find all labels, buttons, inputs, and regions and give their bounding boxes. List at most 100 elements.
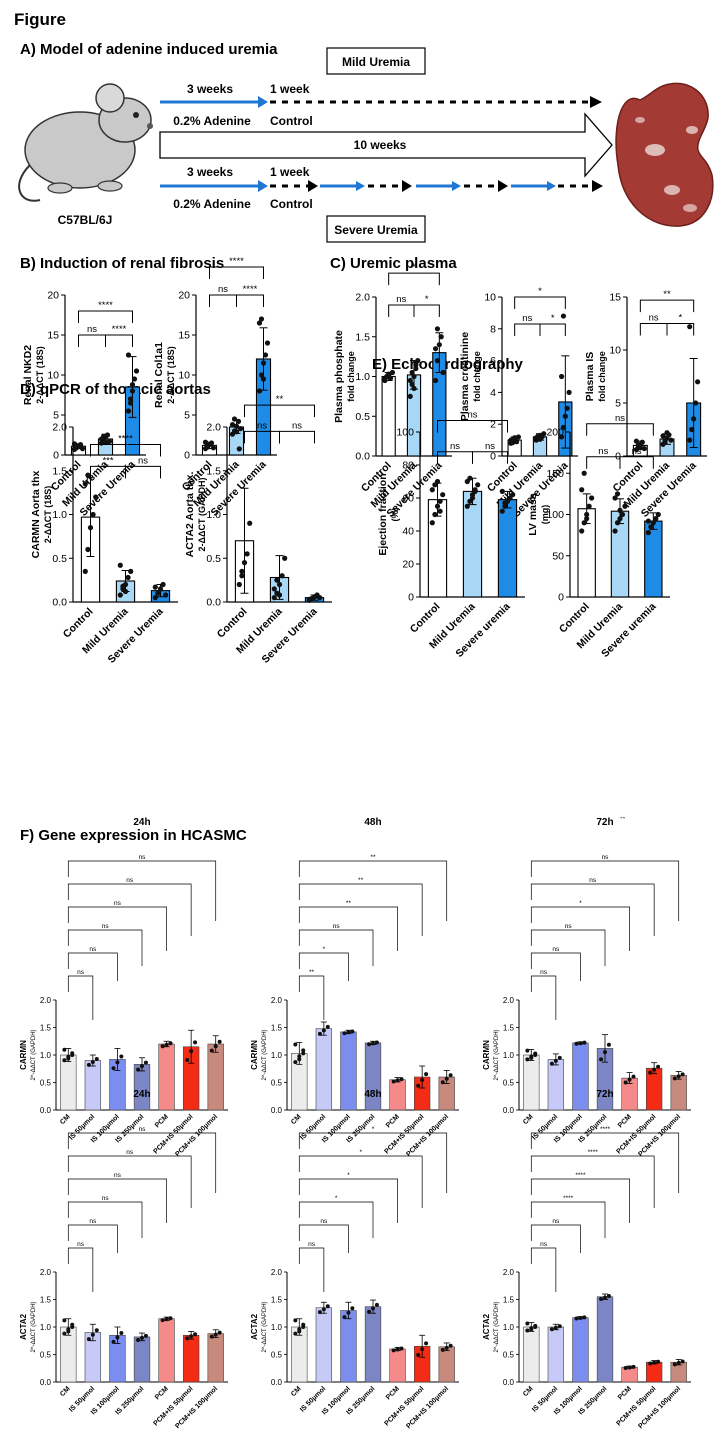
data-point xyxy=(656,1359,661,1364)
significance-bracket xyxy=(413,304,440,317)
data-point xyxy=(86,1062,91,1067)
y-axis-label-unit: 2^-ΔΔCT (GAPDH) xyxy=(262,1029,268,1080)
data-point xyxy=(66,1056,71,1061)
significance-label: *** xyxy=(102,455,113,466)
data-point xyxy=(440,492,446,498)
data-point xyxy=(342,1315,347,1320)
data-point xyxy=(566,389,572,395)
data-point xyxy=(411,385,417,392)
significance-label: ns xyxy=(126,877,134,884)
data-point xyxy=(276,592,283,598)
data-point xyxy=(301,1051,306,1056)
y-tick-label: 0.5 xyxy=(40,1351,52,1360)
data-point xyxy=(529,1055,534,1060)
data-point xyxy=(581,470,587,476)
data-point xyxy=(549,1327,554,1332)
data-point xyxy=(258,372,265,378)
y-tick-label: 0.5 xyxy=(40,1079,52,1088)
y-tick-label: 80 xyxy=(402,460,414,472)
data-point xyxy=(247,520,253,526)
significance-label: ** xyxy=(309,969,315,976)
y-axis-label-unit: 2^-ΔΔCT (GAPDH) xyxy=(31,1029,37,1080)
data-point xyxy=(90,1332,95,1337)
data-point xyxy=(164,1042,169,1047)
data-point xyxy=(537,436,543,442)
data-point xyxy=(599,1057,604,1062)
bar xyxy=(381,375,396,457)
data-point xyxy=(437,508,443,514)
y-tick-label: 1.5 xyxy=(355,331,370,343)
data-point xyxy=(321,1028,326,1033)
significance-label: ** xyxy=(663,289,671,300)
data-point xyxy=(256,388,263,394)
chart-title: 72h xyxy=(596,1089,613,1100)
x-tick-label: CM xyxy=(290,1113,303,1126)
bottom-3weeks-label: 3 weeks xyxy=(187,165,233,179)
y-tick-label: 2.0 xyxy=(503,1268,515,1277)
data-point xyxy=(680,1072,685,1077)
y-tick-label: 0.0 xyxy=(40,1378,52,1387)
significance-label: ** xyxy=(276,394,284,405)
data-point xyxy=(444,1345,449,1350)
y-tick-label: 2.0 xyxy=(40,1268,52,1277)
y-tick-label: 150 xyxy=(546,468,564,480)
data-point xyxy=(106,438,113,444)
data-point xyxy=(155,590,161,596)
data-point xyxy=(574,1316,579,1321)
y-tick-label: 40 xyxy=(402,526,414,538)
bar xyxy=(547,1059,565,1111)
x-tick-label: PCM xyxy=(617,1113,633,1129)
data-point xyxy=(346,1030,351,1035)
panel-a-title: A) Model of adenine induced uremia xyxy=(20,41,278,58)
data-point xyxy=(317,1310,322,1315)
data-point xyxy=(209,1048,214,1053)
data-point xyxy=(210,445,217,451)
significance-bracket xyxy=(67,1201,143,1238)
ten-weeks-arrow xyxy=(159,112,613,178)
significance-label: **** xyxy=(118,434,133,445)
y-tick-label: 1.5 xyxy=(52,465,67,477)
significance-bracket xyxy=(437,419,508,433)
data-point xyxy=(434,503,441,509)
mild-uremia-box xyxy=(326,47,426,75)
bar xyxy=(133,1336,151,1383)
y-axis-label: ACTA2 xyxy=(19,1313,28,1340)
data-point xyxy=(413,361,419,368)
bar xyxy=(438,1346,455,1383)
significance-bracket xyxy=(530,975,557,1020)
significance-bracket xyxy=(530,1155,655,1208)
data-point xyxy=(578,1315,583,1320)
y-tick-label: 1.0 xyxy=(52,509,67,521)
data-point xyxy=(209,1334,214,1339)
data-point xyxy=(70,1325,75,1329)
significance-bracket xyxy=(639,299,695,313)
data-point xyxy=(350,1306,355,1311)
bar xyxy=(670,1075,687,1111)
chart-plasma-phosphate: 0.0 0.5 1.0 1.5 2.0 Plasma phosphate fold chan… xyxy=(333,262,452,520)
top-1week-label: 1 week xyxy=(270,82,310,96)
y-tick-label: 10 xyxy=(484,292,496,304)
data-point xyxy=(557,1055,562,1060)
bar xyxy=(60,1054,77,1111)
x-tick-label: Control xyxy=(215,606,250,641)
y-tick-label: 2.0 xyxy=(503,996,515,1005)
data-point xyxy=(395,1347,400,1352)
data-point xyxy=(631,1074,636,1079)
y-tick-label: 100 xyxy=(396,427,414,439)
bar xyxy=(340,1031,357,1111)
data-point xyxy=(652,1360,657,1365)
y-tick-label: 10 xyxy=(47,370,59,382)
y-tick-label: 8 xyxy=(490,323,496,335)
data-point xyxy=(549,1061,554,1066)
data-point xyxy=(77,442,84,448)
bar xyxy=(572,1317,589,1383)
panel-b-title: B) Induction of renal fibrosis xyxy=(20,255,224,272)
data-point xyxy=(648,1361,653,1366)
data-point xyxy=(622,503,628,509)
data-point xyxy=(143,1060,148,1065)
data-point xyxy=(416,1353,421,1358)
x-tick-label: CM xyxy=(59,1385,72,1398)
y-axis-label: Ejection fraction xyxy=(377,473,389,555)
significance-bracket xyxy=(514,323,541,337)
